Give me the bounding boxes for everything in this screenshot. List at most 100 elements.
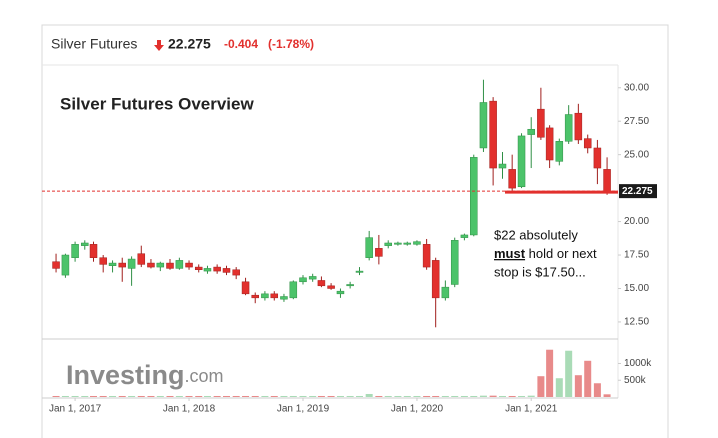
volume-bar: [565, 350, 573, 397]
volume-bar: [251, 395, 259, 397]
volume-bar: [584, 360, 592, 397]
candle-body: [431, 260, 440, 299]
chart-title: Silver Futures Overview: [60, 94, 254, 113]
candle-body: [71, 244, 79, 258]
volume-bar: [71, 395, 79, 397]
volume-bar: [537, 376, 545, 397]
volume-tick-label: 500k: [624, 375, 647, 386]
annotation-line: must hold or next: [494, 246, 597, 261]
volume-bar: [156, 395, 164, 397]
volume-bar: [185, 395, 193, 397]
volume-bar: [574, 375, 582, 397]
candle-body: [403, 242, 412, 245]
candle-body: [375, 248, 383, 257]
volume-bar: [555, 378, 563, 397]
volume-bar: [527, 395, 535, 397]
volume-bar: [470, 395, 478, 397]
candle-body: [89, 244, 98, 258]
x-tick-label: Jan 1, 2021: [505, 404, 558, 415]
candle-body: [527, 128, 535, 135]
volume-bar: [270, 395, 278, 397]
candle-body: [365, 237, 373, 258]
volume-bar: [479, 395, 487, 397]
volume-bar: [460, 395, 468, 397]
volume-bar: [299, 395, 307, 397]
chart-frame: [41, 24, 669, 438]
candle-body: [127, 258, 136, 269]
y-tick-label: 20.00: [624, 216, 649, 227]
volume-bar: [593, 383, 601, 397]
volume-bar: [432, 395, 440, 397]
candle-body: [394, 242, 402, 245]
candle-body: [450, 240, 459, 285]
x-tick-label: Jan 1, 2017: [49, 404, 102, 415]
volume-bar: [336, 395, 344, 397]
volume-bar: [403, 395, 411, 397]
volume-bar: [81, 395, 89, 397]
volume-bar: [518, 395, 526, 397]
y-tick-label: 27.50: [624, 116, 649, 127]
price-change: -0.404: [224, 37, 258, 51]
candle-body: [156, 262, 165, 268]
annotation-line: $22 absolutely: [494, 227, 578, 242]
candle-body: [241, 281, 250, 295]
candle-body: [537, 108, 545, 138]
annotation-line: stop is $17.50...: [494, 264, 586, 279]
candle-body: [222, 268, 231, 273]
volume-bar: [451, 395, 459, 397]
volume-bar: [413, 395, 421, 397]
volume-bar: [498, 395, 506, 397]
volume-bar: [242, 395, 250, 397]
y-tick-label: 17.50: [624, 250, 649, 261]
x-axis-labels: Jan 1, 2017 Jan 1, 2018 Jan 1, 2019 Jan 1, …: [49, 398, 558, 415]
candle-body: [583, 138, 592, 149]
candle-body: [232, 269, 240, 276]
volume-bar: [365, 393, 373, 397]
candle-body: [470, 157, 478, 236]
volume-bar: [118, 395, 126, 397]
candle-body: [508, 169, 516, 189]
volume-bar: [423, 395, 431, 397]
volume-bar: [261, 395, 269, 397]
x-tick-label: Jan 1, 2019: [277, 404, 330, 415]
x-tick-label: Jan 1, 2018: [163, 404, 216, 415]
candle-body: [81, 242, 89, 246]
candle-body: [593, 147, 602, 169]
volume-bar: [213, 395, 221, 397]
candle-body: [137, 253, 146, 265]
candle-body: [517, 135, 526, 188]
volume-bar: [327, 395, 335, 397]
candle-body: [166, 262, 174, 269]
candle-body: [336, 290, 345, 295]
y-tick-label: 30.00: [624, 82, 649, 93]
candle-body: [346, 284, 354, 287]
candle-body: [545, 127, 554, 161]
candle-body: [441, 286, 450, 299]
candle-body: [555, 141, 564, 162]
candle-body: [384, 242, 392, 246]
watermark-brand: Investing: [66, 360, 185, 390]
candle-body: [185, 262, 193, 268]
annotation-text: hold or next: [525, 246, 597, 261]
candle-body: [261, 293, 269, 299]
candle-body: [147, 262, 155, 268]
candle-body: [574, 112, 583, 141]
volume-bar: [61, 395, 69, 397]
volume-bar: [195, 395, 203, 397]
volume-bar: [137, 395, 145, 397]
volume-bar: [508, 395, 516, 397]
volume-bar: [52, 395, 60, 397]
volume-bar: [99, 395, 107, 397]
price-label: 22.275: [622, 186, 653, 197]
volume-bar: [346, 395, 354, 397]
y-tick-label: 15.00: [624, 283, 649, 294]
y-tick-label: 25.00: [624, 149, 649, 160]
candle-body: [280, 296, 288, 300]
y-tick-label: 12.50: [624, 317, 649, 328]
volume-bar: [109, 395, 117, 397]
watermark: Investing.com: [66, 360, 224, 390]
candle-body: [317, 280, 326, 287]
annotation-emphasis: must: [494, 246, 526, 261]
candle-body: [118, 262, 126, 268]
